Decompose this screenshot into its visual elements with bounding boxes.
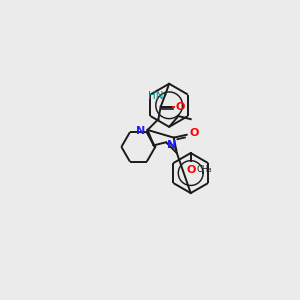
Text: O: O (186, 165, 195, 175)
Text: HN: HN (148, 91, 164, 101)
Text: CH₃: CH₃ (197, 165, 212, 174)
Text: N: N (136, 126, 145, 136)
Text: O: O (189, 128, 199, 138)
Text: O: O (175, 102, 185, 112)
Text: N: N (167, 140, 176, 150)
